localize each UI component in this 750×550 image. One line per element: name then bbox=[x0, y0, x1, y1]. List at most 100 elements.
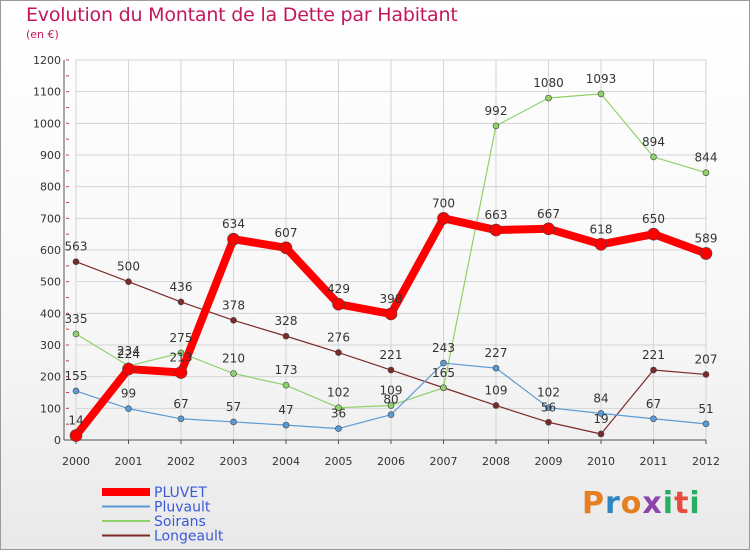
y-tick-label: 600 bbox=[40, 244, 61, 257]
proxiti-logo: Proxiti bbox=[582, 486, 701, 521]
data-labels: 563 500 436 378 328 276 221 165 109 56 19 221 207 335… bbox=[65, 72, 718, 428]
data-point-longeault bbox=[230, 316, 237, 324]
data-label-pluvet: 700 bbox=[432, 196, 455, 210]
data-point-pluvault bbox=[387, 411, 395, 418]
y-tick-label: 1000 bbox=[33, 117, 61, 130]
logo-letter: t bbox=[674, 486, 690, 521]
data-point-soirans bbox=[492, 122, 500, 130]
data-point-soirans bbox=[597, 90, 605, 98]
data-label-pluvet: 650 bbox=[642, 212, 665, 226]
data-label-pluvet: 589 bbox=[695, 231, 718, 245]
data-point-pluvet bbox=[437, 212, 450, 225]
data-point-pluvault bbox=[230, 418, 237, 426]
y-tick-label: 100 bbox=[40, 402, 61, 415]
data-point-pluvet bbox=[279, 241, 293, 255]
x-tick-label: 2008 bbox=[482, 455, 510, 468]
data-label-pluvet: 213 bbox=[170, 351, 193, 365]
y-tick-label: 300 bbox=[40, 339, 61, 352]
x-tick-label: 2001 bbox=[115, 455, 143, 468]
data-point-soirans bbox=[177, 349, 185, 357]
axes: 0 100 200 300 400 500 600 700 800 900 1000 1100 1200… bbox=[33, 54, 720, 468]
data-label-pluvet: 618 bbox=[590, 222, 613, 236]
data-label-soirans: 894 bbox=[642, 135, 665, 149]
data-label-longeault: 165 bbox=[432, 366, 455, 380]
x-tick-label: 2004 bbox=[272, 455, 300, 468]
data-label-longeault: 109 bbox=[485, 383, 508, 397]
data-point-longeault bbox=[702, 371, 710, 378]
data-label-pluvault: 155 bbox=[65, 369, 88, 383]
logo-letter: o bbox=[620, 486, 643, 521]
data-point-soirans bbox=[440, 384, 447, 392]
legend-label-soirans: Soirans bbox=[154, 514, 206, 530]
data-label-soirans: 1093 bbox=[586, 72, 617, 86]
data-label-pluvault: 67 bbox=[646, 397, 661, 411]
data-point-longeault bbox=[492, 402, 500, 409]
data-point-pluvault bbox=[72, 387, 80, 395]
legend-label-longeault: Longeault bbox=[154, 529, 224, 545]
data-point-soirans bbox=[702, 169, 710, 177]
data-label-pluvault: 99 bbox=[121, 387, 136, 401]
data-label-soirans: 102 bbox=[327, 386, 350, 400]
data-point-longeault bbox=[72, 258, 80, 266]
data-point-pluvault bbox=[282, 421, 290, 429]
data-label-longeault: 378 bbox=[222, 298, 245, 312]
data-label-longeault: 207 bbox=[695, 352, 718, 366]
data-label-soirans: 173 bbox=[275, 363, 298, 377]
data-label-pluvault: 36 bbox=[331, 407, 346, 421]
data-point-pluvet bbox=[384, 307, 398, 321]
data-point-pluvault bbox=[650, 415, 657, 423]
data-label-soirans: 335 bbox=[65, 312, 88, 326]
data-label-soirans: 275 bbox=[170, 331, 193, 345]
data-label-pluvault: 84 bbox=[593, 391, 608, 405]
data-label-soirans: 210 bbox=[222, 352, 245, 366]
data-label-longeault: 563 bbox=[65, 240, 88, 254]
data-label-pluvault: 51 bbox=[698, 402, 713, 416]
data-point-pluvault bbox=[545, 404, 552, 412]
data-label-pluvet: 14 bbox=[68, 414, 83, 428]
data-label-longeault: 221 bbox=[642, 348, 665, 362]
data-label-pluvet: 667 bbox=[537, 207, 560, 221]
data-point-pluvault bbox=[597, 410, 605, 417]
data-label-pluvet: 224 bbox=[117, 347, 140, 361]
data-point-longeault bbox=[335, 349, 342, 356]
y-tick-label: 200 bbox=[40, 371, 61, 384]
x-tick-label: 2011 bbox=[640, 455, 668, 468]
data-label-soirans: 844 bbox=[695, 151, 718, 165]
data-point-soirans bbox=[72, 330, 80, 338]
data-point-soirans bbox=[545, 94, 552, 102]
data-point-longeault bbox=[650, 366, 657, 374]
logo-letter: P bbox=[582, 486, 605, 521]
data-point-pluvet bbox=[647, 227, 660, 241]
data-label-longeault: 500 bbox=[117, 260, 140, 274]
data-point-pluvet bbox=[332, 297, 345, 311]
data-point-pluvet bbox=[594, 238, 608, 251]
data-label-pluvault: 227 bbox=[485, 346, 508, 360]
data-label-pluvault: 67 bbox=[173, 397, 188, 411]
data-point-pluvet bbox=[122, 362, 135, 376]
data-point-longeault bbox=[125, 278, 132, 285]
data-label-soirans: 1080 bbox=[533, 76, 564, 90]
data-label-pluvet: 607 bbox=[275, 226, 298, 240]
data-point-pluvault bbox=[702, 420, 710, 428]
data-label-pluvault: 47 bbox=[278, 403, 293, 417]
data-label-pluvault: 80 bbox=[383, 393, 398, 407]
x-tick-label: 2003 bbox=[220, 455, 248, 468]
data-point-soirans bbox=[282, 381, 290, 389]
data-point-pluvet bbox=[227, 232, 240, 246]
data-label-longeault: 328 bbox=[275, 314, 298, 328]
data-label-soirans: 109 bbox=[380, 383, 403, 397]
data-point-pluvet bbox=[699, 247, 713, 260]
x-tick-label: 2002 bbox=[167, 455, 195, 468]
logo-letter: x bbox=[642, 486, 663, 521]
x-tick-label: 2012 bbox=[692, 455, 720, 468]
y-tick-label: 0 bbox=[54, 434, 61, 447]
y-tick-label: 800 bbox=[40, 181, 61, 194]
x-tick-label: 2006 bbox=[377, 455, 405, 468]
data-point-longeault bbox=[282, 332, 290, 340]
data-point-pluvet bbox=[69, 429, 83, 442]
data-point-pluvet bbox=[174, 366, 188, 379]
data-label-longeault: 19 bbox=[593, 412, 608, 426]
data-point-pluvault bbox=[125, 405, 132, 412]
